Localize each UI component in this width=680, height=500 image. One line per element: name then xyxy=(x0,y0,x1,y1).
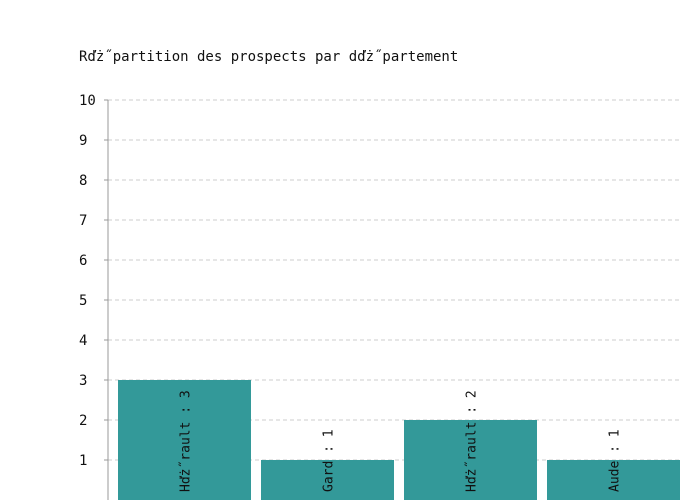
bar xyxy=(118,380,251,500)
y-tick-label: 10 xyxy=(79,93,96,109)
y-tick-label: 9 xyxy=(79,133,87,149)
bars xyxy=(118,380,680,500)
y-axis-ticks: 1 2 3 4 5 6 7 8 9 10 xyxy=(79,93,108,469)
y-tick-label: 3 xyxy=(79,373,87,389)
y-tick-label: 6 xyxy=(79,253,87,269)
y-tick-label: 1 xyxy=(79,453,87,469)
bar-labels: Hďż˝rault : 3 Gard : 1 Hďż˝rault : 2 Aude :… xyxy=(179,390,623,492)
bar xyxy=(547,460,680,500)
y-tick-label: 5 xyxy=(79,293,87,309)
bar xyxy=(404,420,537,500)
bar-label: Gard : 1 xyxy=(322,429,337,492)
bar-label: Hďż˝rault : 2 xyxy=(465,390,480,492)
bar-label: Hďż˝rault : 3 xyxy=(179,390,194,492)
y-tick-label: 8 xyxy=(79,173,87,189)
bar-label: Aude : 1 xyxy=(608,429,623,492)
chart-title: Rďż˝partition des prospects par dďż˝part… xyxy=(79,49,459,65)
y-tick-label: 7 xyxy=(79,213,87,229)
y-tick-label: 2 xyxy=(79,413,87,429)
bar xyxy=(261,460,394,500)
y-tick-label: 4 xyxy=(79,333,87,349)
